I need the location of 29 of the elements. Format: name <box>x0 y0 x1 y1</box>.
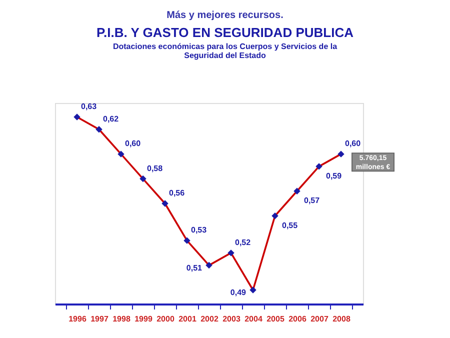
chart-title: P.I.B. Y GASTO EN SEGURIDAD PUBLICA <box>96 25 354 40</box>
data-label: 0,55 <box>282 220 298 230</box>
x-tick-label: 2006 <box>288 314 307 324</box>
data-label: 0,63 <box>81 102 98 111</box>
x-tick-label: 2008 <box>332 314 351 324</box>
data-label: 0,60 <box>345 139 362 148</box>
data-label: 0,60 <box>125 139 142 148</box>
x-tick-label: 2000 <box>156 314 175 324</box>
data-label: 0,56 <box>169 188 186 198</box>
chart-subtitle: Dotaciones económicas para los Cuerpos y Servicios de la Seguridad del Estado <box>112 42 338 60</box>
data-label: 0,52 <box>235 238 252 247</box>
x-tick-label: 1998 <box>112 314 131 324</box>
x-tick-label: 2004 <box>244 314 263 324</box>
text: Más y mejores recursos. <box>166 10 284 21</box>
data-label: 0,59 <box>326 171 342 180</box>
x-tick-label: 2003 <box>222 314 241 324</box>
x-tick-label: 1996 <box>68 314 87 324</box>
x-tick-label: 2005 <box>266 314 285 324</box>
x-tick-label: 2007 <box>310 314 329 324</box>
data-label: 0,53 <box>191 226 208 235</box>
data-label: 0,51 <box>186 263 203 272</box>
data-label: 0,49 <box>230 288 247 297</box>
data-label: 0,58 <box>147 164 164 173</box>
data-label: 0,57 <box>304 196 320 206</box>
x-tick-label: 1997 <box>90 314 109 324</box>
x-tick-label: 2002 <box>200 314 219 324</box>
x-tick-label: 2001 <box>178 314 197 324</box>
data-label: 0,62 <box>103 114 120 124</box>
x-tick-label: 1999 <box>134 314 153 324</box>
